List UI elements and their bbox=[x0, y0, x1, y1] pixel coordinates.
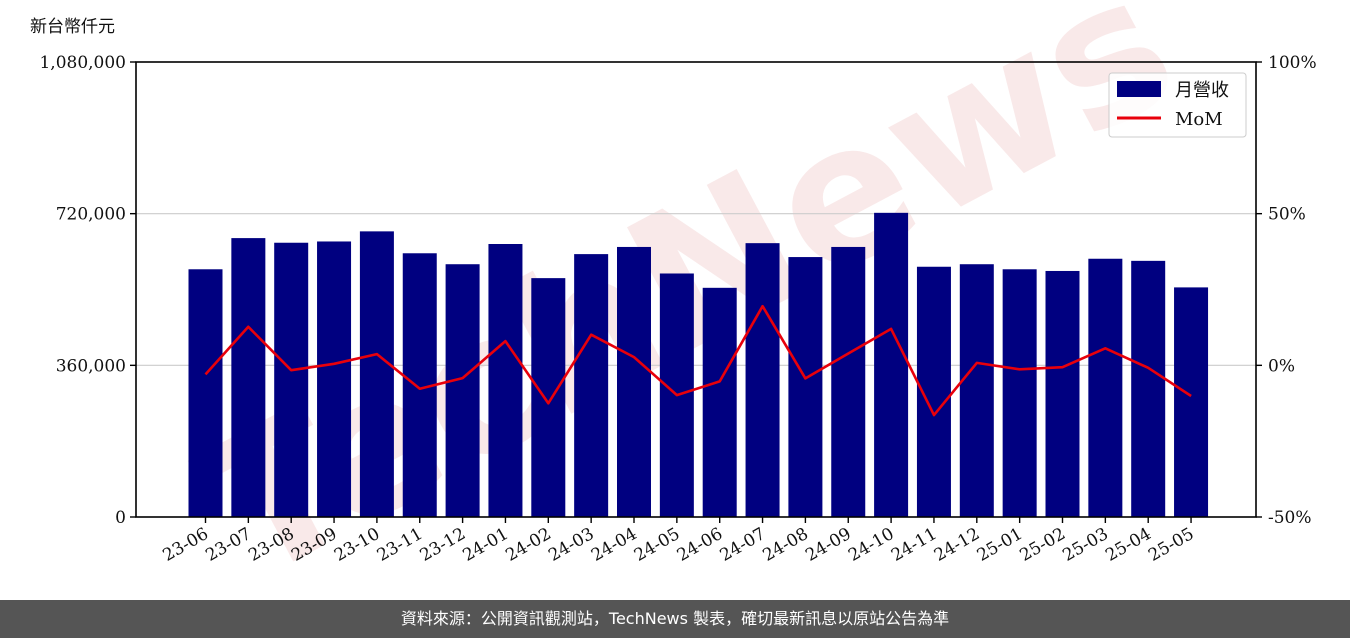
revenue-bar bbox=[702, 287, 737, 517]
y-tick-label: 720,000 bbox=[56, 205, 126, 225]
revenue-bar bbox=[445, 264, 480, 517]
x-tick-label: 25-05 bbox=[1145, 524, 1197, 566]
y2-tick-label: 0% bbox=[1268, 356, 1295, 376]
x-tick-label: 23-06 bbox=[160, 524, 212, 566]
revenue-bars bbox=[188, 212, 1209, 517]
revenue-bar bbox=[274, 242, 309, 517]
revenue-bar bbox=[959, 264, 994, 517]
x-tick-label: 24-11 bbox=[888, 524, 940, 566]
revenue-bar bbox=[831, 246, 866, 517]
y-tick-label: 1,080,000 bbox=[39, 53, 126, 73]
x-tick-label: 24-01 bbox=[460, 524, 512, 566]
x-tick-label: 24-07 bbox=[717, 524, 769, 566]
y-axis-unit: 新台幣仟元 bbox=[30, 17, 115, 37]
revenue-bar bbox=[874, 212, 909, 517]
legend-bar-swatch bbox=[1117, 81, 1161, 97]
revenue-bar bbox=[745, 243, 780, 517]
revenue-bar bbox=[317, 241, 352, 517]
revenue-bar bbox=[617, 246, 651, 517]
x-tick-label: 24-05 bbox=[631, 524, 683, 566]
revenue-bar bbox=[1045, 270, 1080, 517]
x-tick-label: 24-09 bbox=[802, 524, 854, 566]
chart-svg: TechNews 0360,000720,0001,080,000-50%0%5… bbox=[30, 0, 1317, 600]
y2-tick-label: 50% bbox=[1268, 205, 1306, 225]
revenue-bar bbox=[1174, 287, 1209, 517]
y-tick-label: 0 bbox=[115, 508, 126, 528]
revenue-bar bbox=[788, 257, 823, 517]
x-tick-label: 24-10 bbox=[845, 524, 897, 566]
x-tick-label: 24-04 bbox=[588, 524, 640, 566]
x-tick-label: 25-01 bbox=[974, 524, 1026, 566]
revenue-bar bbox=[1131, 260, 1166, 517]
mom-line bbox=[204, 304, 1192, 417]
x-tick-label: 24-03 bbox=[545, 524, 597, 566]
y2-tick-label: 100% bbox=[1268, 53, 1317, 73]
revenue-bar bbox=[1002, 269, 1037, 517]
legend: 月營收 MoM bbox=[1108, 72, 1247, 138]
x-tick-label: 24-12 bbox=[931, 524, 983, 566]
x-tick-label: 25-02 bbox=[1017, 524, 1069, 566]
y2-tick-label: -50% bbox=[1268, 508, 1312, 528]
chart-area: TechNews 0360,000720,0001,080,000-50%0%5… bbox=[30, 0, 1317, 600]
x-tick-label: 24-02 bbox=[502, 524, 554, 566]
mom-line-path bbox=[204, 304, 1192, 417]
revenue-bar bbox=[188, 269, 223, 517]
x-tick-label: 25-03 bbox=[1059, 524, 1111, 566]
revenue-bar bbox=[488, 244, 523, 517]
legend-bar-label: 月營收 bbox=[1175, 80, 1229, 101]
revenue-bar bbox=[231, 238, 266, 517]
revenue-bar bbox=[531, 278, 566, 517]
x-tick-label: 25-04 bbox=[1102, 524, 1154, 566]
y-tick-label: 360,000 bbox=[56, 356, 126, 376]
x-tick-label: 24-06 bbox=[674, 524, 726, 566]
revenue-bar bbox=[359, 231, 394, 517]
legend-line-label: MoM bbox=[1175, 109, 1223, 130]
x-tick-label: 24-08 bbox=[759, 524, 811, 566]
footer-note: 資料來源：公開資訊觀測站，TechNews 製表，確切最新訊息以原站公告為準 bbox=[0, 600, 1350, 638]
plot-frame bbox=[135, 61, 1257, 518]
revenue-bar bbox=[1088, 258, 1123, 517]
revenue-bar bbox=[574, 254, 609, 517]
